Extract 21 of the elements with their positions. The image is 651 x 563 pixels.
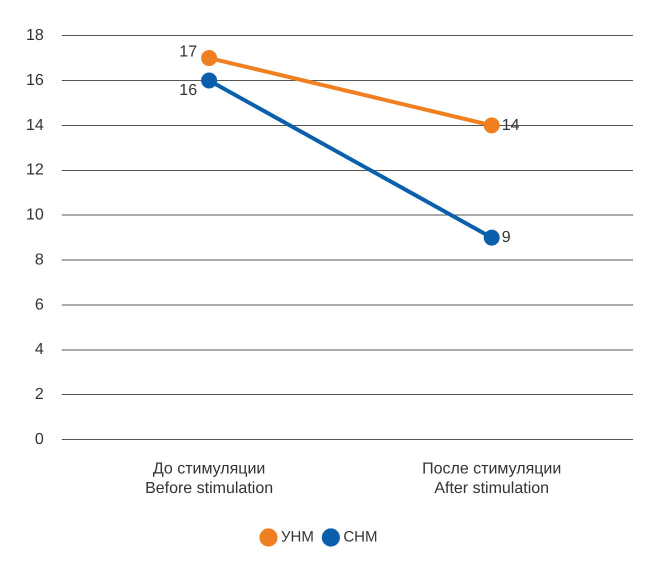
point	[201, 72, 218, 88]
y-tick-label: 10	[26, 206, 44, 224]
y-tick-label: 14	[26, 116, 44, 134]
y-tick-label: 12	[26, 162, 44, 179]
y-tick-label: 2	[34, 386, 44, 404]
x-tick-label: После стимуляции After stimulation	[422, 460, 562, 497]
y-tick-label: 16	[26, 72, 44, 89]
y-tick-label: 4	[34, 341, 44, 358]
y-tick-label: 18	[26, 27, 44, 44]
legend-label: УНМ	[280, 528, 314, 546]
legend-label: СНМ	[343, 528, 378, 546]
y-tick-label: 0	[34, 431, 44, 448]
point	[484, 117, 500, 134]
point	[484, 230, 500, 246]
data-label: 17	[179, 43, 198, 60]
point	[201, 50, 218, 66]
y-tick-label: 6	[34, 296, 44, 314]
data-label: 9	[502, 229, 511, 246]
y-tick-label: 8	[34, 251, 44, 268]
data-label: 16	[179, 82, 198, 99]
x-tick-label: До стимуляции Before stimulation	[145, 460, 274, 497]
